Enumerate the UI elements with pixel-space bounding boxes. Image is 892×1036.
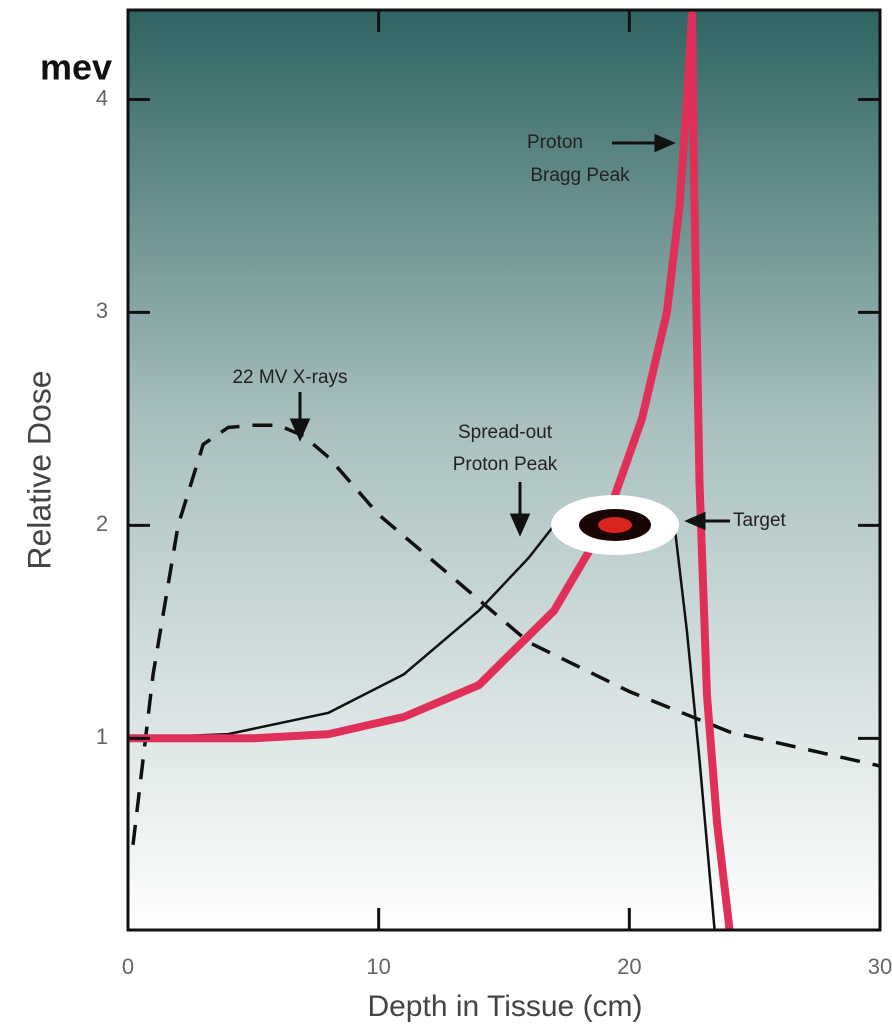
annotation: Bragg Peak bbox=[530, 165, 630, 186]
annotation: Target bbox=[733, 510, 787, 531]
arrow-head bbox=[509, 513, 531, 537]
x-tick-label: 0 bbox=[122, 954, 134, 979]
y-tick-label: 1 bbox=[96, 724, 108, 749]
plot bbox=[127, 10, 881, 931]
arrow-head bbox=[684, 511, 706, 531]
chart-title: mev bbox=[40, 47, 112, 88]
series-line bbox=[127, 524, 716, 931]
series-line bbox=[131, 423, 881, 846]
annotation: Proton bbox=[527, 132, 583, 153]
plot-background bbox=[128, 10, 880, 930]
arrow-head bbox=[289, 418, 311, 442]
series-line bbox=[128, 10, 734, 931]
arrow-head bbox=[654, 133, 676, 153]
annotation: Proton Peak bbox=[453, 454, 558, 475]
y-tick-label: 4 bbox=[96, 85, 108, 110]
x-tick-label: 10 bbox=[366, 954, 390, 979]
x-tick-label: 20 bbox=[617, 954, 641, 979]
x-axis-label: Depth in Tissue (cm) bbox=[367, 990, 642, 1023]
annotation: 22 MV X-rays bbox=[232, 367, 347, 388]
arrows bbox=[289, 133, 730, 537]
annotation: Spread-out bbox=[458, 422, 553, 443]
y-axis-label: Relative Dose bbox=[21, 370, 57, 569]
target-core bbox=[598, 517, 632, 533]
plot-frame bbox=[126, 8, 882, 932]
y-tick-label: 2 bbox=[96, 511, 108, 536]
y-tick-label: 3 bbox=[96, 298, 108, 323]
x-tick-label: 30 bbox=[868, 954, 892, 979]
